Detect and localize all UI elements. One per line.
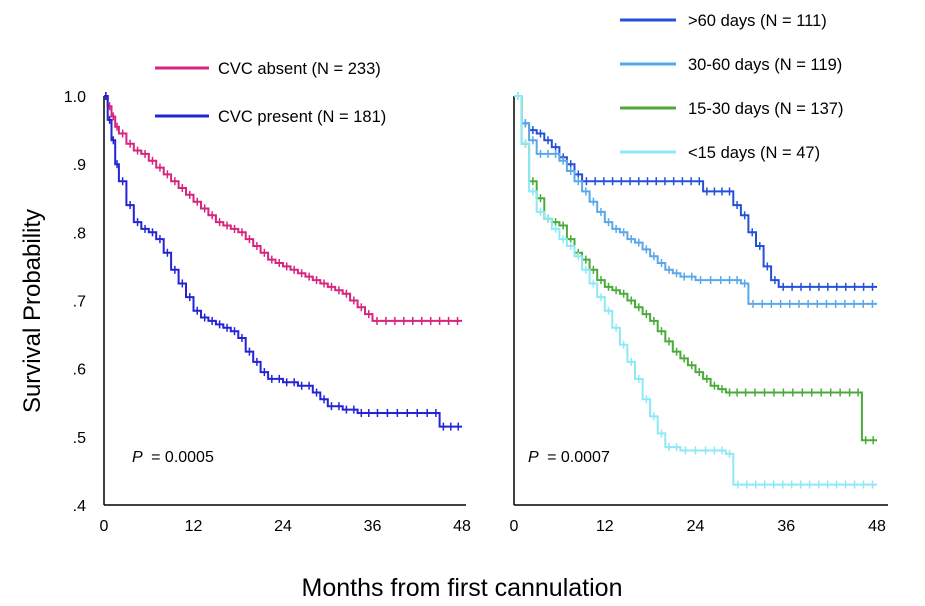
x-tick-label: 0 — [100, 518, 109, 535]
right-p-value: P = 0.0007 — [528, 449, 610, 466]
y-tick-label: .5 — [73, 430, 86, 447]
x-tick-label: 36 — [364, 518, 382, 535]
left-panel: 0 12 24 36 48 1.0 .9 .8 .7 .6 .5 .4 — [64, 89, 471, 535]
y-tick-label: 1.0 — [64, 89, 86, 106]
legend-label: <15 days (N = 47) — [688, 144, 820, 162]
x-axis-label: Months from first cannulation — [302, 574, 623, 602]
survival-curve — [514, 96, 877, 304]
survival-curve — [104, 96, 462, 321]
x-tick-label: 24 — [274, 518, 292, 535]
x-tick-label: 0 — [510, 518, 519, 535]
legend-label: >60 days (N = 111) — [688, 12, 827, 30]
legend-label: 30-60 days (N = 119) — [688, 56, 842, 74]
x-tick-label: 12 — [185, 518, 203, 535]
legend-label: 15-30 days (N = 137) — [688, 100, 843, 118]
legend-label: CVC absent (N = 233) — [218, 60, 381, 78]
x-tick-label: 48 — [868, 518, 886, 535]
x-tick-label: 48 — [453, 518, 471, 535]
y-tick-label: .4 — [73, 498, 86, 515]
y-tick-label: .7 — [73, 294, 86, 311]
survival-curve — [514, 96, 877, 287]
survival-curve — [104, 96, 462, 427]
y-tick-label: .8 — [73, 225, 86, 242]
x-tick-label: 12 — [596, 518, 614, 535]
y-tick-label: .9 — [73, 157, 86, 174]
x-tick-label: 24 — [687, 518, 705, 535]
legend-label: CVC present (N = 181) — [218, 108, 386, 126]
y-tick-label: .6 — [73, 362, 86, 379]
x-tick-label: 36 — [777, 518, 795, 535]
left-p-value: P = 0.0005 — [132, 449, 214, 466]
y-axis-label: Survival Probability — [19, 209, 46, 413]
